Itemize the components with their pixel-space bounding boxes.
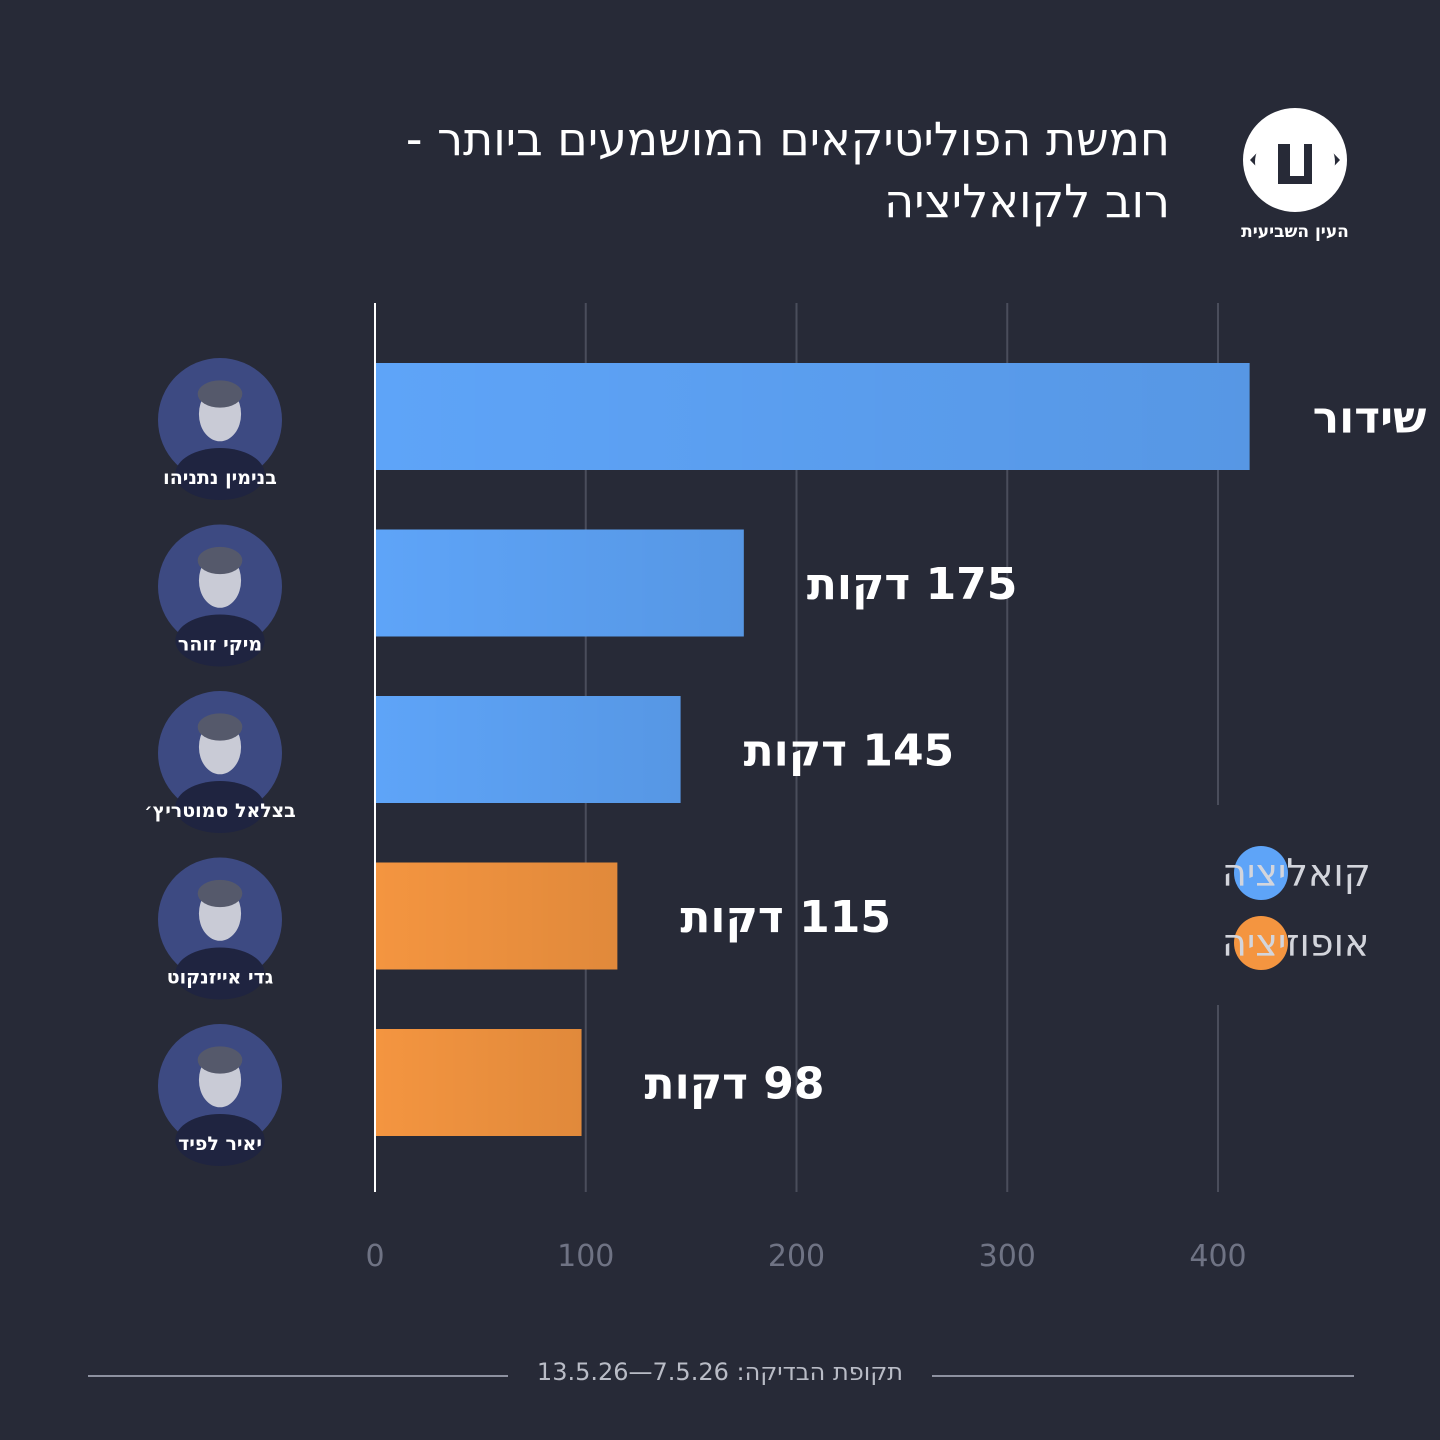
portraits: בנימין נתניהו מיקי זוהר בצלאל סמוטריץ׳ גדי … (144, 358, 296, 1167)
legend-marker-opposition (1234, 916, 1288, 970)
person-name-1: בנימין נתניהו (163, 467, 277, 489)
portrait-3 (158, 691, 282, 834)
bar-data-label-3: 145 דקות (744, 726, 955, 777)
bars: 415 דקות שידור 175 דקות 145 דקות 115 דקות 98… (375, 363, 1440, 1136)
footer-divider-left (88, 1375, 508, 1377)
bar-data-label-1: 415 דקות שידור (1313, 393, 1440, 444)
portrait-shoulders-1 (175, 447, 265, 501)
axis: 0 100 200 300 400 (365, 303, 1247, 1274)
bar-shade-4 (375, 862, 618, 970)
footer-period-text: תקופת הבדיקה: 7.5.26—13.5.26 (536, 1358, 904, 1386)
portrait-shoulders-5 (175, 1113, 265, 1167)
bar-shade-3 (375, 696, 681, 803)
bar-data-label-4: 115 דקות (680, 892, 891, 943)
bar-shade-2 (375, 529, 744, 637)
portrait-1 (158, 358, 282, 501)
x-tick-label-0: 0 (365, 1239, 384, 1274)
portrait-5 (158, 1024, 282, 1167)
portrait-4 (158, 857, 282, 1000)
x-tick-label-100: 100 (557, 1239, 614, 1274)
bar-shade-1 (375, 363, 1250, 470)
portrait-hair-3 (197, 713, 243, 741)
bar-shade-5 (375, 1029, 582, 1136)
portrait-shoulders-3 (175, 780, 265, 834)
legend-label-opposition: אופוזיציה (1222, 921, 1369, 965)
footer-divider-right (932, 1375, 1354, 1377)
footer: תקופת הבדיקה: 7.5.26—13.5.26 (0, 1356, 1440, 1396)
title-line-2: רוב לקואליציה (884, 174, 1170, 228)
person-name-5: יאיר לפיד (178, 1133, 262, 1155)
person-name-4: גדי אייזנקוט (167, 967, 274, 989)
legend: קואליציה אופוזיציה (1222, 846, 1371, 970)
portrait-2 (158, 524, 282, 667)
legend-marker-coalition (1234, 846, 1288, 900)
x-tick-label-400: 400 (1189, 1239, 1246, 1274)
publisher-logo: העין השביעית (1238, 104, 1352, 254)
logo-name: העין השביעית (1241, 222, 1349, 242)
person-name-2: מיקי זוהר (178, 634, 262, 656)
x-tick-label-300: 300 (979, 1239, 1036, 1274)
eye-logo-icon (1243, 108, 1347, 212)
portrait-shoulders-2 (175, 614, 265, 667)
title-line-1: חמשת הפוליטיקאים המושמעים ביותר - (405, 112, 1170, 166)
bar-data-label-5: 98 דקות (645, 1059, 825, 1110)
portrait-hair-2 (197, 546, 243, 575)
portrait-shoulders-4 (175, 947, 265, 1000)
chart-title: חמשת הפוליטיקאים המושמעים ביותר - רוב לק… (170, 108, 1170, 232)
portrait-hair-5 (197, 1046, 243, 1074)
portrait-hair-1 (197, 380, 243, 408)
person-name-3: בצלאל סמוטריץ׳ (144, 800, 296, 822)
legend-label-coalition: קואליציה (1222, 851, 1371, 895)
portrait-hair-4 (197, 879, 243, 908)
x-tick-label-200: 200 (768, 1239, 825, 1274)
bar-chart: 415 דקות שידור 175 דקות 145 דקות 115 דקות 98… (144, 303, 1440, 1274)
bar-data-label-2: 175 דקות (807, 559, 1018, 610)
